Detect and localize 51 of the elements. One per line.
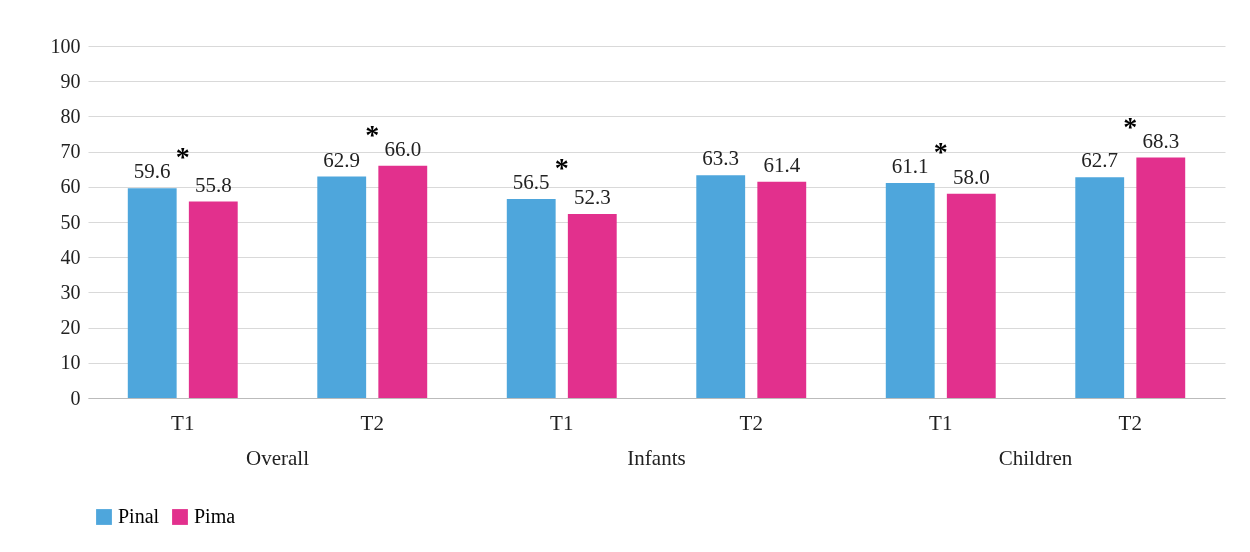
annotation: * xyxy=(933,135,948,167)
bar xyxy=(1136,157,1186,398)
bar xyxy=(696,175,746,398)
y-tick-label: 20 xyxy=(60,316,81,339)
data-label: 62.9 xyxy=(323,147,361,172)
bar xyxy=(757,181,807,398)
bar xyxy=(946,193,996,398)
y-tick-label: 0 xyxy=(70,386,81,409)
text: Overall xyxy=(246,446,310,470)
x-tick-label: T2 xyxy=(360,410,384,435)
bar xyxy=(885,182,935,398)
bar xyxy=(567,213,617,398)
annotation: * xyxy=(365,118,380,150)
y-tick-label: 80 xyxy=(60,104,81,127)
data-label: 59.6 xyxy=(133,159,171,184)
data-label: 58.0 xyxy=(952,164,990,189)
x-tick-label: T1 xyxy=(550,410,574,435)
y-tick-label: 40 xyxy=(60,245,81,268)
y-tick-label: 100 xyxy=(50,34,81,57)
bar xyxy=(378,165,428,398)
data-label: 68.3 xyxy=(1142,128,1180,153)
x-tick-label: T2 xyxy=(739,410,763,435)
bar xyxy=(127,188,177,398)
annotation: * xyxy=(554,152,569,184)
legend-label: Pinal xyxy=(118,505,160,527)
annotation: * xyxy=(175,141,190,173)
data-label: 55.8 xyxy=(194,172,232,197)
data-label: 61.4 xyxy=(763,152,801,177)
data-label: 61.1 xyxy=(891,153,929,178)
data-label: 66.0 xyxy=(384,136,422,161)
bar xyxy=(506,199,556,398)
data-label: 52.3 xyxy=(573,184,611,209)
x-tick-label: T2 xyxy=(1118,410,1142,435)
text: Children xyxy=(998,446,1073,470)
bar xyxy=(1075,177,1125,398)
y-tick-label: 60 xyxy=(60,175,81,198)
text: Infants xyxy=(627,446,686,470)
legend-label: Pima xyxy=(194,505,236,527)
y-tick-label: 70 xyxy=(60,140,81,163)
annotation: * xyxy=(1123,110,1138,142)
bar xyxy=(188,201,238,398)
y-tick-label: 10 xyxy=(60,351,81,374)
y-tick-label: 90 xyxy=(60,69,81,92)
bar xyxy=(317,176,367,398)
y-tick-label: 30 xyxy=(60,280,81,303)
data-label: 63.3 xyxy=(702,146,740,171)
x-tick-label: T1 xyxy=(929,410,953,435)
y-tick-label: 50 xyxy=(60,210,81,233)
data-label: 56.5 xyxy=(512,170,550,195)
x-tick-label: T1 xyxy=(171,410,195,435)
data-label: 62.7 xyxy=(1081,148,1119,173)
